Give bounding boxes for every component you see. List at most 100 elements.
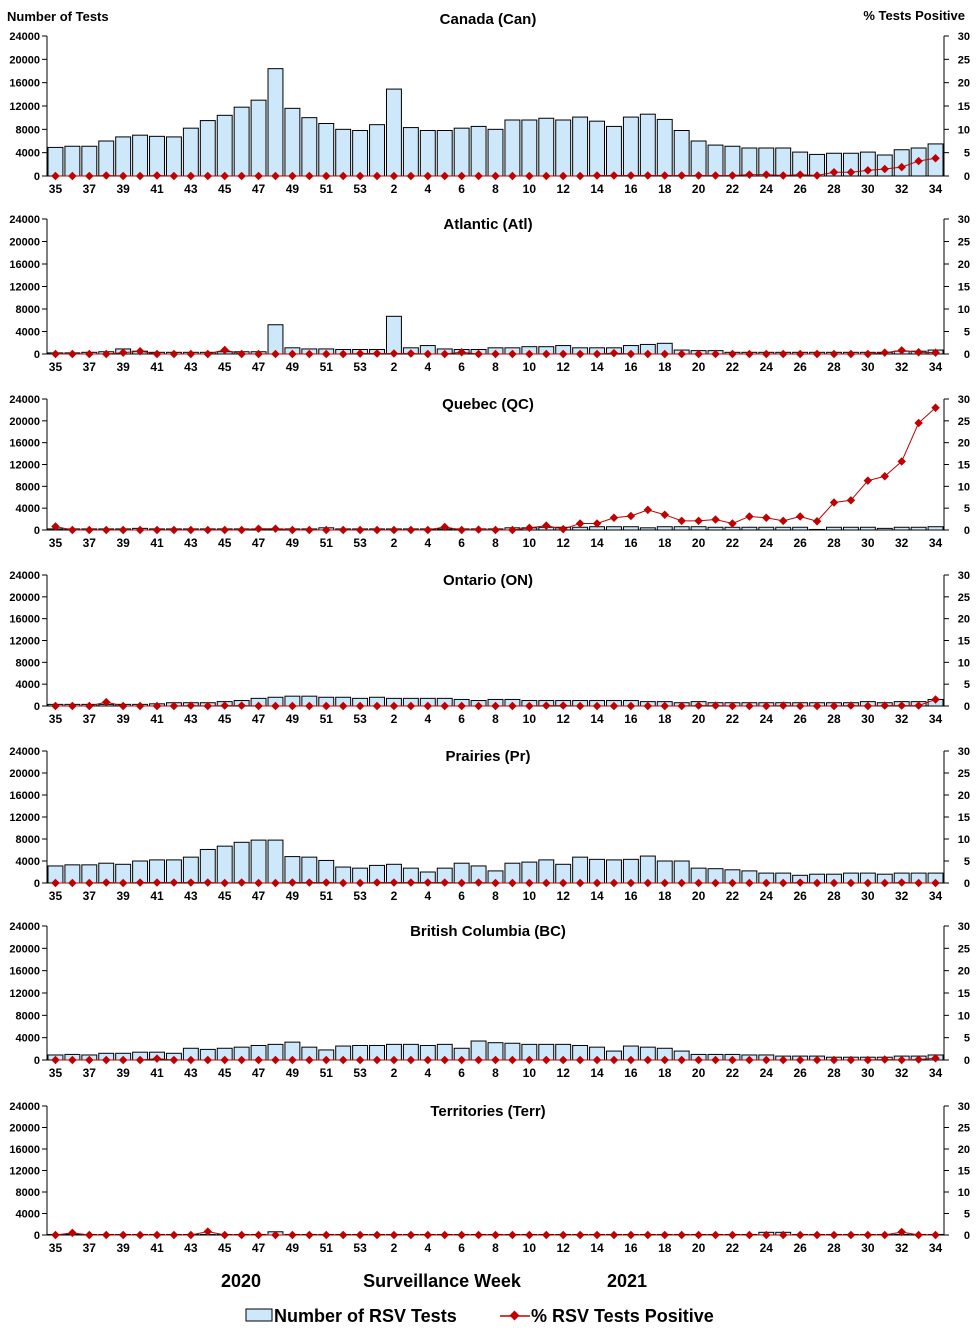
bar-week-45 [217, 846, 232, 883]
left-tick-label: 12000 [9, 460, 40, 472]
x-tick-label: 47 [252, 536, 266, 550]
percent-marker-week-31 [881, 1231, 889, 1239]
bar-week-17 [640, 114, 655, 176]
percent-marker-week-3 [407, 526, 415, 534]
percent-marker-week-51 [322, 526, 330, 534]
left-tick-label: 8000 [16, 657, 40, 669]
left-tick-label: 8000 [16, 1010, 40, 1022]
right-tick-label: 20 [958, 790, 970, 802]
x-tick-label: 6 [458, 536, 465, 550]
x-tick-label: 39 [116, 182, 130, 196]
x-tick-label: 34 [929, 712, 943, 726]
x-tick-label: 32 [895, 1241, 909, 1255]
right-tick-label: 30 [958, 214, 970, 226]
x-tick-label: 22 [726, 536, 740, 550]
percent-marker-week-1 [373, 526, 381, 534]
percent-marker-week-38 [102, 350, 110, 358]
x-tick-label: 49 [286, 712, 300, 726]
x-tick-label: 34 [929, 1066, 943, 1080]
x-tick-label: 39 [116, 712, 130, 726]
percent-marker-week-3 [407, 1231, 415, 1239]
right-tick-label: 25 [958, 54, 970, 66]
x-tick-label: 12 [557, 536, 571, 550]
x-tick-label: 6 [458, 1066, 465, 1080]
x-tick-label: 30 [861, 1066, 875, 1080]
x-tick-label: 2 [391, 536, 398, 550]
percent-marker-week-38 [102, 1231, 110, 1239]
percent-marker-week-19 [677, 517, 685, 525]
x-tick-label: 30 [861, 536, 875, 550]
percent-marker-week-20 [694, 517, 702, 525]
bar-week-44 [200, 849, 215, 883]
percent-marker-week-15 [610, 1231, 618, 1239]
percent-marker-week-35 [51, 702, 59, 710]
x-tick-label: 49 [286, 889, 300, 903]
panel-title: Territories (Terr) [430, 1103, 545, 1120]
left-tick-label: 4000 [16, 679, 40, 691]
left-tick-label: 8000 [16, 481, 40, 493]
percent-marker-week-23 [745, 350, 753, 358]
bar-week-42 [166, 137, 181, 176]
left-tick-label: 24000 [9, 394, 40, 406]
bar-week-9 [505, 120, 520, 176]
bar-week-15 [607, 126, 622, 176]
percent-marker-week-31 [881, 348, 889, 356]
percent-marker-week-4 [424, 1231, 432, 1239]
percent-marker-week-41 [153, 526, 161, 534]
percent-marker-week-21 [711, 1231, 719, 1239]
x-tick-label: 26 [793, 182, 807, 196]
x-tick-label: 12 [557, 712, 571, 726]
legend-bar-swatch [246, 1309, 272, 1321]
percent-marker-week-36 [68, 702, 76, 710]
x-tick-label: 43 [184, 536, 198, 550]
x-tick-label: 8 [492, 1066, 499, 1080]
x-tick-label: 53 [353, 360, 367, 374]
percent-marker-week-24 [762, 514, 770, 522]
x-tick-label: 47 [252, 182, 266, 196]
percent-marker-week-53 [356, 526, 364, 534]
x-tick-label: 18 [658, 182, 672, 196]
right-tick-label: 20 [958, 259, 970, 271]
x-tick-label: 34 [929, 889, 943, 903]
x-tick-label: 43 [184, 360, 198, 374]
x-tick-label: 47 [252, 1241, 266, 1255]
percent-marker-week-26 [796, 350, 804, 358]
x-tick-label: 45 [218, 1241, 232, 1255]
panel-title: Canada (Can) [440, 11, 537, 28]
x-tick-label: 12 [557, 889, 571, 903]
x-tick-label: 14 [590, 182, 604, 196]
bar-week-44 [200, 121, 215, 176]
x-tick-label: 39 [116, 360, 130, 374]
right-tick-label: 30 [958, 1101, 970, 1113]
right-tick-label: 15 [958, 636, 970, 648]
x-tick-label: 18 [658, 889, 672, 903]
x-tick-label: 16 [624, 360, 638, 374]
right-tick-label: 10 [958, 1010, 970, 1022]
x-tick-label: 41 [150, 182, 164, 196]
x-tick-label: 2 [391, 182, 398, 196]
left-tick-label: 24000 [9, 31, 40, 43]
x-tick-label: 20 [692, 360, 706, 374]
left-tick-label: 24000 [9, 746, 40, 758]
x-tick-label: 16 [624, 1241, 638, 1255]
legend-bars-label: Number of RSV Tests [274, 1306, 457, 1326]
percent-positive-line [55, 408, 935, 530]
bar-week-40 [133, 135, 148, 176]
left-tick-label: 4000 [16, 1209, 40, 1221]
right-tick-label: 30 [958, 570, 970, 582]
percent-marker-week-49 [288, 1231, 296, 1239]
percent-marker-week-24 [762, 350, 770, 358]
x-tick-label: 45 [218, 182, 232, 196]
x-tick-label: 41 [150, 1066, 164, 1080]
x-tick-label: 6 [458, 712, 465, 726]
percent-marker-week-11 [542, 1231, 550, 1239]
percent-marker-week-52 [339, 1231, 347, 1239]
left-tick-label: 0 [34, 878, 40, 890]
percent-marker-week-42 [170, 526, 178, 534]
bar-week-35 [48, 147, 63, 176]
right-tick-label: 10 [958, 834, 970, 846]
left-tick-label: 20000 [9, 768, 40, 780]
percent-marker-week-33 [914, 348, 922, 356]
bar-week-37 [82, 146, 97, 176]
x-tick-label: 51 [320, 889, 334, 903]
